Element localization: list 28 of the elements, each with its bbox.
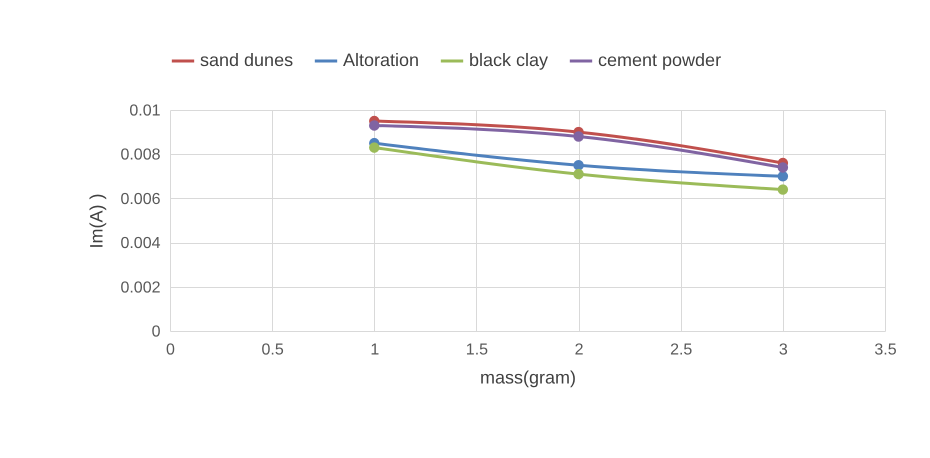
legend-label: cement powder (598, 50, 722, 70)
x-tick-label: 2 (574, 342, 584, 358)
y-tick-label: 0.008 (120, 146, 161, 164)
y-tick-label: 0.01 (129, 102, 161, 120)
x-tick-label: 2.5 (670, 342, 692, 358)
x-tick-label: 0.5 (262, 342, 284, 358)
x-tick-label: 3.5 (874, 342, 897, 358)
y-tick-label: 0.004 (120, 235, 161, 252)
point (778, 184, 788, 195)
y-tick-label: 0.002 (120, 279, 161, 296)
point (778, 171, 788, 182)
y-tick-label: 0.006 (120, 190, 161, 208)
x-tick-label: 1 (370, 342, 380, 358)
legend-label: sand dunes (200, 50, 294, 70)
x-tick-label: 3 (778, 342, 788, 358)
y-tick-label: 0 (152, 324, 161, 340)
point (369, 120, 380, 131)
legend-label: Altoration (343, 50, 420, 70)
x-tick-label: 1.5 (466, 342, 488, 358)
x-tick-label: 0 (166, 342, 176, 358)
point (573, 168, 584, 180)
point (778, 162, 788, 173)
point (573, 131, 584, 142)
point (573, 160, 584, 170)
point (369, 142, 380, 153)
legend-label: black clay (469, 50, 548, 70)
x-axis-title: mass(gram) (480, 368, 576, 388)
y-axis-title: Im(A) ) (86, 194, 106, 248)
